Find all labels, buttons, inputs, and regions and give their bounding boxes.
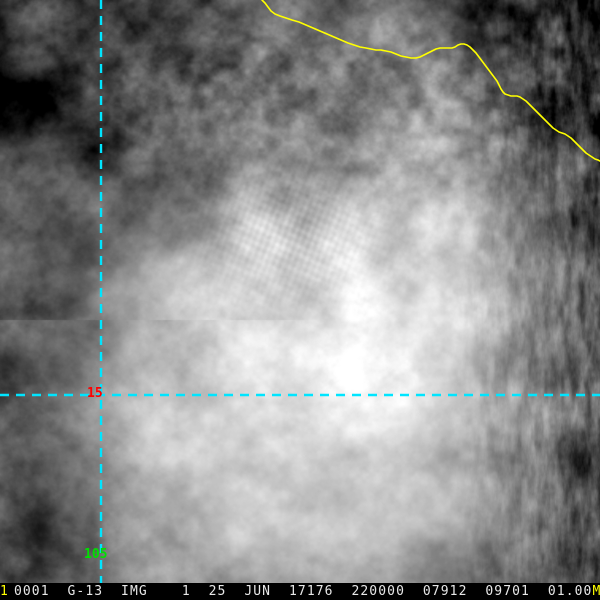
acquisition-info: 1 25 JUN 17176 220000 07912 09701 01.00 [181,584,593,599]
frame-number[interactable]: 1 [0,584,9,599]
status-bar: 1 0001 G-13 IMG 1 25 JUN 17176 220000 07… [0,583,600,600]
latitude-label: 15 [87,386,103,401]
sensor-info: 0001 G-13 IMG [13,584,148,599]
mcidas-brand-label: McIDAS [592,584,600,599]
longitude-label: 105 [84,547,108,562]
